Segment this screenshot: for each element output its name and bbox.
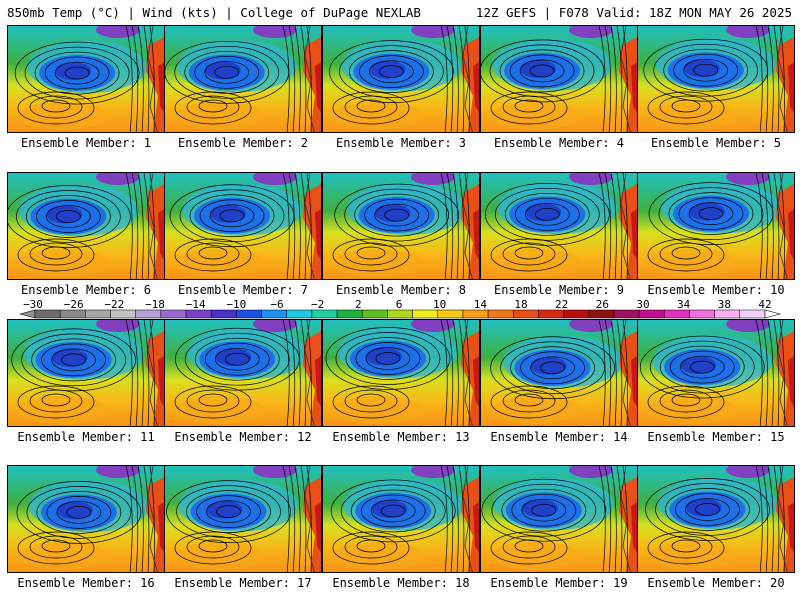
- ensemble-member-map: [637, 25, 795, 133]
- colorbar-segment: [34, 309, 61, 319]
- colorbar-tick-label: −14: [186, 298, 206, 311]
- ensemble-member-map: [480, 172, 638, 280]
- ensemble-member-map: [164, 465, 322, 573]
- ensemble-member-caption: Ensemble Member: 12: [174, 430, 312, 444]
- colorbar-segment: [664, 309, 690, 319]
- colorbar-segment: [563, 309, 590, 319]
- ensemble-member-map: [7, 25, 165, 133]
- colorbar-tick-label: −30: [23, 298, 43, 311]
- colorbar-tick-label: 10: [433, 298, 446, 311]
- colorbar-segment: [613, 309, 640, 319]
- colorbar-low-arrow: [18, 309, 36, 319]
- colorbar-tick-label: 26: [596, 298, 609, 311]
- ensemble-member-caption: Ensemble Member: 13: [332, 430, 470, 444]
- ensemble-member-map: [480, 319, 638, 427]
- colorbar-tick-label: 34: [677, 298, 691, 311]
- colorbar-tick-label: −10: [226, 298, 246, 311]
- colorbar-high-arrow: [764, 309, 782, 319]
- ensemble-member-caption: Ensemble Member: 3: [335, 136, 467, 150]
- colorbar-tick-label: −22: [104, 298, 124, 311]
- ensemble-member-caption: Ensemble Member: 19: [490, 576, 628, 590]
- ensemble-member-caption: Ensemble Member: 5: [650, 136, 782, 150]
- ensemble-member-caption: Ensemble Member: 14: [490, 430, 628, 444]
- colorbar-segment: [160, 309, 187, 319]
- ensemble-member-map: [322, 465, 480, 573]
- ensemble-member-map: [322, 172, 480, 280]
- ensemble-member-caption: Ensemble Member: 4: [493, 136, 625, 150]
- ensemble-member-caption: Ensemble Member: 10: [647, 283, 785, 297]
- colorbar-tick-label: 6: [396, 298, 403, 311]
- colorbar-segment: [437, 309, 464, 319]
- colorbar-tick-label: 22: [555, 298, 568, 311]
- ensemble-member-map: [7, 172, 165, 280]
- colorbar-segment: [286, 309, 313, 319]
- colorbar-segment: [210, 309, 237, 319]
- ensemble-member-map: [7, 465, 165, 573]
- colorbar-segment: [311, 309, 338, 319]
- colorbar-segment: [588, 309, 615, 319]
- ensemble-member-caption: Ensemble Member: 15: [647, 430, 785, 444]
- colorbar-segment: [513, 309, 539, 319]
- ensemble-member-map: [164, 172, 322, 280]
- ensemble-member-map: [637, 172, 795, 280]
- colorbar-tick-label: 38: [718, 298, 731, 311]
- colorbar-segment: [689, 309, 715, 319]
- ensemble-member-caption: Ensemble Member: 2: [177, 136, 309, 150]
- colorbar-segment: [387, 309, 413, 319]
- valid-time-label: 12Z GEFS | F078 Valid: 18Z MON MAY 26 20…: [475, 5, 792, 20]
- ensemble-member-caption: Ensemble Member: 6: [20, 283, 152, 297]
- colorbar-segment: [361, 309, 388, 319]
- colorbar-segment: [85, 309, 111, 319]
- colorbar-segment: [714, 309, 741, 319]
- ensemble-member-caption: Ensemble Member: 16: [17, 576, 155, 590]
- colorbar-segment: [336, 309, 363, 319]
- colorbar-tick-label: 42: [758, 298, 771, 311]
- ensemble-member-caption: Ensemble Member: 8: [335, 283, 467, 297]
- colorbar-tick-label: −18: [145, 298, 165, 311]
- ensemble-member-caption: Ensemble Member: 20: [647, 576, 785, 590]
- ensemble-member-map: [480, 25, 638, 133]
- ensemble-member-map: [322, 25, 480, 133]
- ensemble-member-map: [164, 25, 322, 133]
- colorbar-segment: [538, 309, 564, 319]
- ensemble-member-map: [164, 319, 322, 427]
- ensemble-member-caption: Ensemble Member: 18: [332, 576, 470, 590]
- chart-title: 850mb Temp (°C) | Wind (kts) | College o…: [7, 5, 421, 20]
- ensemble-member-caption: Ensemble Member: 9: [493, 283, 625, 297]
- colorbar-tick-label: 30: [636, 298, 649, 311]
- colorbar-segment: [185, 309, 212, 319]
- colorbar-tick-label: 18: [514, 298, 527, 311]
- ensemble-member-caption: Ensemble Member: 7: [177, 283, 309, 297]
- colorbar-segment: [462, 309, 489, 319]
- colorbar-tick-label: −26: [64, 298, 84, 311]
- ensemble-member-map: [322, 319, 480, 427]
- colorbar-segment: [135, 309, 162, 319]
- ensemble-member-caption: Ensemble Member: 1: [20, 136, 152, 150]
- ensemble-member-caption: Ensemble Member: 17: [174, 576, 312, 590]
- colorbar-segment: [638, 309, 665, 319]
- ensemble-member-map: [480, 465, 638, 573]
- colorbar-tick-label: −6: [270, 298, 283, 311]
- ensemble-member-map: [637, 319, 795, 427]
- ensemble-member-caption: Ensemble Member: 11: [17, 430, 155, 444]
- colorbar-segment: [739, 309, 766, 319]
- colorbar-tick-label: 14: [474, 298, 488, 311]
- colorbar-segment: [412, 309, 439, 319]
- ensemble-member-map: [7, 319, 165, 427]
- colorbar-segment: [236, 309, 262, 319]
- colorbar-tick-label: 2: [355, 298, 362, 311]
- colorbar-tick-label: −2: [311, 298, 324, 311]
- ensemble-member-map: [637, 465, 795, 573]
- colorbar-segment: [261, 309, 287, 319]
- colorbar-segment: [59, 309, 86, 319]
- colorbar-segment: [487, 309, 514, 319]
- colorbar-segment: [110, 309, 136, 319]
